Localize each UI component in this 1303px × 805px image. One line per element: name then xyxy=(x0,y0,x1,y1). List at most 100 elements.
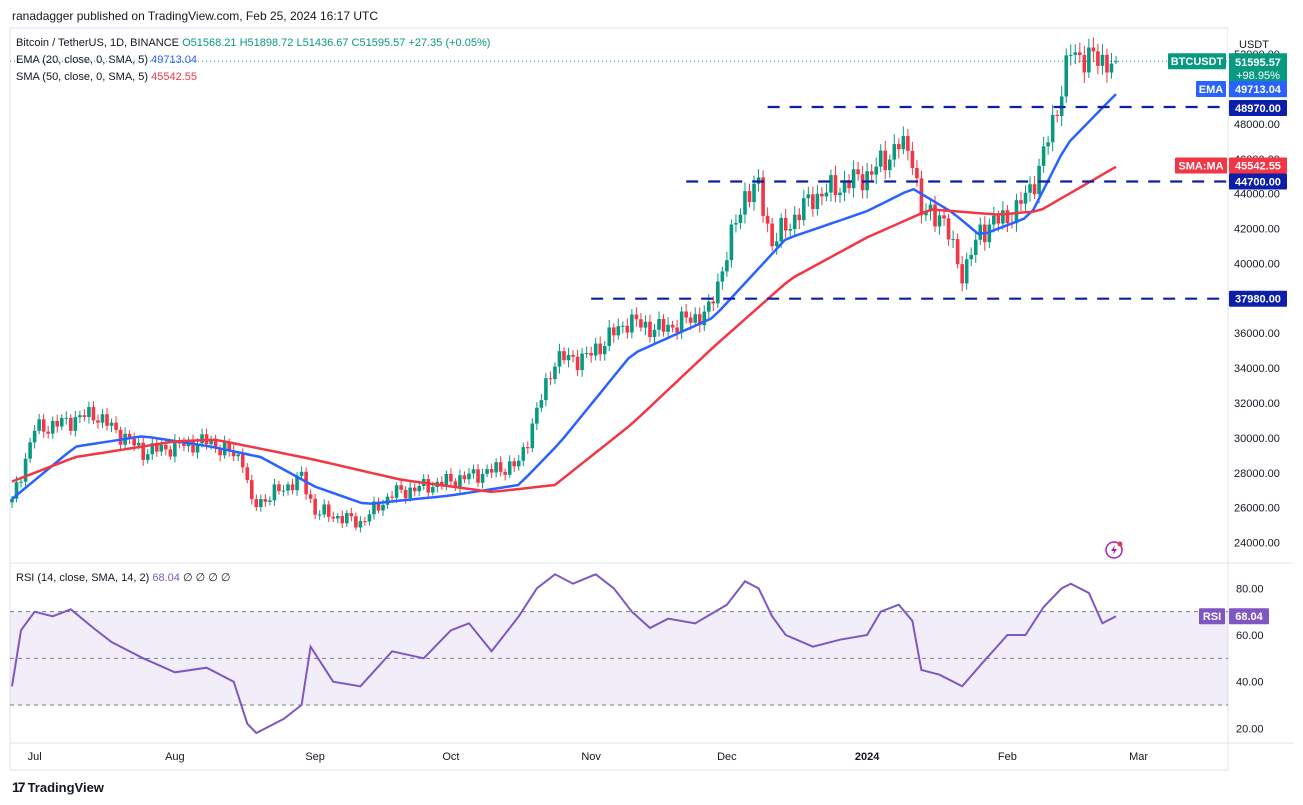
candle-body xyxy=(648,321,652,338)
candle-body xyxy=(697,314,702,326)
candle-body xyxy=(458,475,462,488)
candle-body xyxy=(1041,146,1046,166)
candle-body xyxy=(412,487,417,492)
candle-body xyxy=(272,484,277,501)
candle-body xyxy=(173,440,177,457)
footer-brand-text: TradingView xyxy=(27,779,104,795)
price-tick-label: 34000.00 xyxy=(1234,363,1280,375)
candle-body xyxy=(806,194,811,199)
candle-body xyxy=(512,461,517,467)
price-labels: 51595.57+98.95%07:42:06BTCUSDT49713.04EM… xyxy=(1168,53,1287,625)
candle-body xyxy=(164,444,168,450)
time-tick-label: 2024 xyxy=(855,751,880,763)
ema-legend-row[interactable]: EMA (20, close, 0, SMA, 5) 49713.04 xyxy=(16,52,490,69)
candle-body xyxy=(326,504,331,517)
candle-body xyxy=(489,469,494,473)
sma-legend-row[interactable]: SMA (50, close, 0, SMA, 5) 45542.55 xyxy=(16,69,490,86)
candle-body xyxy=(14,482,19,499)
candle-body xyxy=(833,175,838,196)
candle-body xyxy=(503,471,507,475)
time-tick-label: Oct xyxy=(442,751,459,763)
tradingview-logo-icon: 17 xyxy=(12,779,26,795)
price-tick-label: 28000.00 xyxy=(1234,468,1280,480)
candle-body xyxy=(1046,142,1050,147)
rsi-tick-label: 20.00 xyxy=(1236,723,1264,735)
sma-legend-label: SMA (50, close, 0, SMA, 5) xyxy=(16,71,149,83)
candle-body xyxy=(453,481,458,488)
candle-body xyxy=(557,351,562,367)
sma-tag: SMA:MA xyxy=(1178,160,1223,172)
ema-tag: EMA xyxy=(1199,84,1224,96)
candle-body xyxy=(571,355,575,357)
candle-body xyxy=(73,417,78,431)
candle-body xyxy=(141,442,146,460)
candle-body xyxy=(725,260,729,272)
candle-body xyxy=(430,487,435,493)
candle-body xyxy=(1073,52,1078,55)
rsi-legend[interactable]: RSI (14, close, SMA, 14, 2) 68.04 ∅ ∅ ∅ … xyxy=(16,571,230,584)
candle-body xyxy=(743,191,747,215)
ohlc-change: +27.35 (+0.05%) xyxy=(408,37,491,49)
candle-body xyxy=(788,229,793,231)
candle-body xyxy=(462,475,467,480)
candle-body xyxy=(118,429,123,445)
ema-legend-label: EMA (20, close, 0, SMA, 5) xyxy=(16,54,149,66)
currency-label[interactable]: USDT xyxy=(1239,39,1269,51)
candle-body xyxy=(218,448,222,456)
candle-body xyxy=(553,366,557,380)
price-tick-label: 42000.00 xyxy=(1234,224,1280,236)
candle-body xyxy=(480,473,485,483)
lightning-icon[interactable] xyxy=(1105,541,1123,559)
candle-body xyxy=(322,504,326,515)
candle-body xyxy=(616,326,621,336)
candle-body xyxy=(227,441,231,451)
candle-body xyxy=(906,136,910,151)
candle-body xyxy=(372,501,376,515)
footer-brand[interactable]: 17 TradingView xyxy=(12,779,104,795)
candle-body xyxy=(716,281,720,304)
candle-body xyxy=(693,314,698,323)
indicator-lines xyxy=(11,93,1117,505)
candle-body xyxy=(711,301,716,304)
candle-body xyxy=(797,214,802,221)
candle-body xyxy=(331,516,336,519)
support-resistance-levels xyxy=(10,60,1228,300)
candle-body xyxy=(195,443,200,453)
candle-body xyxy=(978,224,983,240)
candle-body xyxy=(593,343,598,356)
candle-body xyxy=(634,314,639,320)
candle-body xyxy=(295,475,299,491)
candle-body xyxy=(154,443,159,452)
candle-body xyxy=(901,136,906,150)
candle-body xyxy=(136,442,141,446)
candle-body xyxy=(69,417,73,431)
candle-body xyxy=(78,415,82,418)
candle-body xyxy=(535,407,539,424)
candle-body xyxy=(802,198,806,221)
price-tick-label: 36000.00 xyxy=(1234,328,1280,340)
candle-body xyxy=(661,318,666,332)
candle-body xyxy=(734,223,738,225)
candle-body xyxy=(444,473,449,486)
sma-tag-bg xyxy=(1175,157,1227,174)
symbol-row[interactable]: Bitcoin / TetherUS, 1D, BINANCE O51568.2… xyxy=(16,35,490,52)
candle-body xyxy=(358,521,363,528)
candle-body xyxy=(41,419,46,432)
rsi-value-label-bg xyxy=(1229,608,1269,625)
candle-body xyxy=(883,150,888,171)
price-tick-label: 44000.00 xyxy=(1234,189,1280,201)
candle-body xyxy=(145,454,150,460)
candle-body xyxy=(720,271,725,282)
candle-body xyxy=(580,353,584,371)
candle-body xyxy=(250,480,254,500)
candle-body xyxy=(1019,200,1023,204)
candle-body xyxy=(765,215,770,224)
sma-value-label: 45542.55 xyxy=(1235,160,1281,172)
candle-body xyxy=(869,171,874,175)
candle-body xyxy=(924,211,928,216)
candle-body xyxy=(150,443,155,455)
candle-body xyxy=(779,217,783,242)
candle-body xyxy=(182,443,186,447)
candle-body xyxy=(10,498,14,503)
